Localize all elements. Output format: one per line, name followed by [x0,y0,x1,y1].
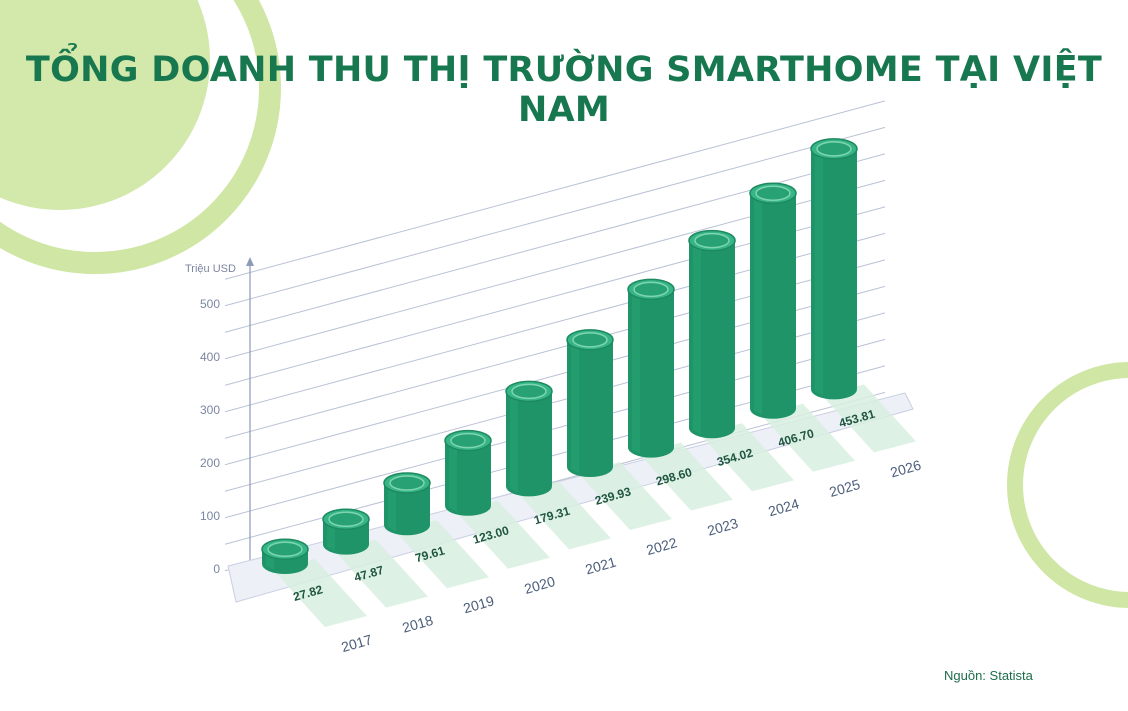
bar-body [689,240,735,439]
category-label: 2026 [888,457,923,481]
grid-line [224,126,886,307]
value-band [517,481,611,550]
bar-body [811,148,857,400]
value-band [578,462,672,530]
bar-top-inner [267,541,303,558]
bar-highlight [327,523,335,551]
y-tick-label: 500 [200,297,220,311]
category-label: 2023 [705,515,740,539]
bar-body [628,289,674,458]
value-band [700,423,794,492]
bar-highlight [510,395,518,493]
category-label: 2025 [827,476,862,500]
decor-circle-top-left [0,0,281,274]
grid-line [224,100,886,280]
y-tick-label: 100 [200,509,220,523]
category-label: 2021 [583,554,618,578]
bar-highlight [571,343,579,473]
y-axis: Triệu USD 0 100 200 300 400 500 [185,257,254,576]
value-band [273,559,367,627]
category-label: 2017 [339,631,374,655]
bar-highlight [754,197,762,415]
bar-top-inner [328,511,364,527]
bar-top-inner [389,475,425,491]
bar-body [750,193,796,419]
bar-body [506,391,552,497]
value-band [334,539,428,608]
bar-top-inner [633,281,669,298]
bar-top-inner [450,432,486,449]
y-tick-label: 400 [200,350,220,364]
bar-body [384,483,430,536]
decor-circle-right [1007,362,1128,608]
bar-top-inner [511,383,547,400]
category-label: 2019 [461,592,496,616]
category-label: 2024 [766,495,801,519]
decor-circle-top-left-fill [0,0,210,210]
y-axis-arrow [246,257,254,266]
y-tick-label: 0 [213,562,220,576]
category-label: 2018 [400,612,435,636]
category-label: 2020 [522,573,557,597]
y-tick-label: 200 [200,456,220,470]
bar-highlight [388,487,396,532]
page-title: TỔNG DOANH THU THỊ TRƯỜNG SMARTHOME TẠI … [25,50,1103,130]
y-axis-label: Triệu USD [185,263,236,275]
value-band [456,500,550,569]
source-note: Nguồn: Statista [944,668,1033,683]
value-bands [273,384,916,627]
value-band [639,442,733,511]
value-band [822,384,916,453]
bar-body [567,339,613,477]
bar-top-inner [694,232,730,249]
bar-body [445,440,491,516]
bars [261,138,858,574]
y-tick-label: 300 [200,403,220,417]
bar-highlight [815,152,823,396]
category-label: 2022 [644,534,679,558]
bar-top-inner [755,185,791,201]
value-band [761,403,855,472]
bar-top-inner [816,141,852,157]
value-band [395,520,489,589]
bar-top-inner [572,332,608,348]
bar-highlight [632,293,640,454]
bar-highlight [693,244,701,435]
bar-highlight [449,444,457,512]
